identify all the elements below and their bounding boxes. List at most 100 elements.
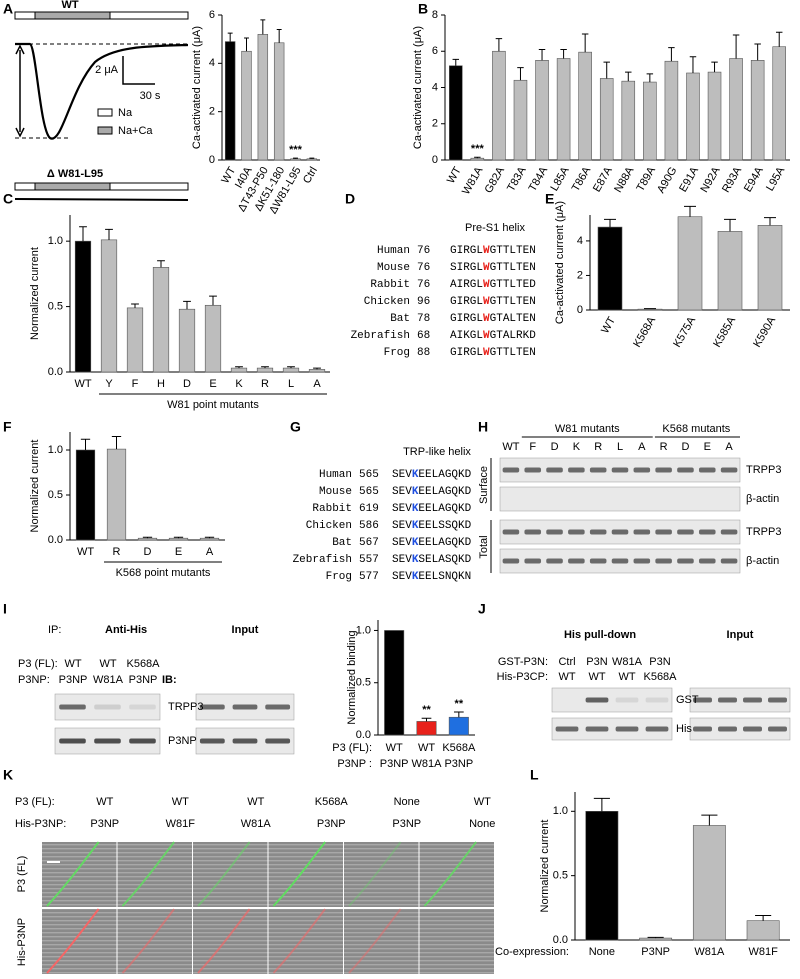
blot-title: His pull-down bbox=[564, 629, 636, 641]
group-label: K568 point mutants bbox=[116, 567, 211, 579]
error-bar bbox=[644, 308, 656, 310]
y-tick-label: 4 bbox=[209, 57, 215, 69]
band bbox=[611, 529, 629, 535]
bar bbox=[585, 811, 619, 941]
row-label: TRPP3 bbox=[746, 526, 781, 538]
bar bbox=[470, 157, 485, 161]
x-tick-label: K568A bbox=[442, 742, 476, 754]
axis bbox=[221, 15, 320, 161]
error-bar bbox=[604, 218, 616, 228]
band bbox=[502, 529, 520, 535]
band bbox=[199, 704, 225, 710]
x-tick-label: A bbox=[206, 546, 214, 558]
membrane-signal bbox=[348, 908, 402, 974]
error-bar bbox=[593, 797, 610, 812]
membrane-signal bbox=[46, 841, 100, 907]
bar bbox=[639, 937, 673, 941]
highlight-residue: W bbox=[483, 245, 490, 257]
bar bbox=[224, 41, 236, 161]
x-tick-label: R bbox=[261, 378, 269, 390]
error-bar bbox=[260, 19, 266, 35]
band bbox=[94, 738, 121, 744]
band bbox=[502, 558, 520, 564]
bar bbox=[757, 225, 783, 311]
error-bar bbox=[603, 61, 610, 79]
y-tick-label: 1.0 bbox=[48, 444, 63, 456]
error-bar bbox=[157, 260, 165, 268]
y-tick-label: 0.0 bbox=[553, 934, 568, 946]
bar bbox=[449, 65, 463, 161]
x-tick-label: K590A bbox=[751, 314, 778, 349]
bar bbox=[126, 307, 144, 373]
row-label: GST bbox=[676, 694, 699, 706]
row-label: P3 (FL) bbox=[16, 856, 28, 893]
lane-label: P3NP bbox=[90, 818, 119, 830]
x-tick-label: Ctrl bbox=[301, 165, 320, 186]
y-axis-label: Ca-activated current (μA) bbox=[412, 26, 424, 149]
error-bar bbox=[105, 228, 113, 240]
row-label: TRPP3 bbox=[746, 464, 781, 476]
band bbox=[546, 558, 563, 564]
lane-label: WT bbox=[502, 441, 519, 453]
sequence: SIRGLWGTTLTEN bbox=[450, 262, 536, 274]
x-tick-label: D bbox=[144, 546, 152, 558]
species: Rabbit bbox=[312, 503, 352, 515]
bar bbox=[75, 449, 96, 541]
sequence-part: SEV bbox=[392, 520, 412, 532]
bar bbox=[621, 80, 636, 161]
band bbox=[743, 726, 762, 732]
row-label: His-P3NP bbox=[16, 918, 28, 966]
band bbox=[698, 467, 716, 473]
x-tick-label: Y bbox=[105, 378, 113, 390]
x-tick-label: L bbox=[288, 378, 294, 390]
band bbox=[589, 529, 607, 535]
lane-label: D bbox=[551, 441, 559, 453]
trace-label: WT bbox=[61, 0, 78, 11]
error-bar bbox=[755, 915, 772, 921]
error-bar bbox=[474, 156, 481, 159]
current-trace bbox=[14, 198, 189, 201]
blot bbox=[551, 687, 673, 713]
micrograph bbox=[193, 909, 268, 974]
band bbox=[232, 738, 258, 744]
highlight-residue: W bbox=[483, 279, 490, 291]
x-tick-label: H bbox=[157, 378, 165, 390]
y-tick-label: 6 bbox=[209, 9, 215, 21]
panel-label: G bbox=[290, 419, 301, 435]
row-name: P3NP: bbox=[18, 674, 50, 686]
lane-label: W81A bbox=[612, 656, 643, 668]
band bbox=[265, 738, 291, 744]
sequence-part: AIRGL bbox=[450, 279, 483, 291]
highlight-residue: W bbox=[483, 347, 490, 359]
scale-y-label: 2 μA bbox=[95, 64, 119, 76]
highlight-residue: K bbox=[412, 571, 419, 583]
error-bar bbox=[711, 61, 718, 73]
band bbox=[129, 738, 156, 744]
y-tick-label: 2 bbox=[209, 106, 215, 118]
species: Bat bbox=[332, 537, 352, 549]
x-tick-label: P3NP bbox=[444, 758, 473, 770]
species: Frog bbox=[326, 571, 352, 583]
x-tick-label: WT bbox=[445, 165, 464, 186]
highlight-residue: K bbox=[412, 554, 419, 566]
band bbox=[568, 467, 585, 473]
x-tick-label: T86A bbox=[570, 164, 594, 193]
bar bbox=[772, 46, 786, 161]
band bbox=[743, 697, 762, 703]
lane-label: WT bbox=[247, 796, 264, 808]
bar bbox=[204, 304, 222, 373]
error-bar bbox=[79, 226, 87, 242]
error-bar bbox=[646, 73, 654, 83]
x-tick-label: E94A bbox=[742, 164, 766, 194]
bar bbox=[578, 51, 592, 161]
x-tick-label: WT bbox=[74, 378, 91, 390]
band bbox=[615, 697, 639, 703]
sequence: GIRGLWGTTLTEN bbox=[450, 347, 536, 359]
row-name: P3NP : bbox=[337, 758, 372, 770]
y-tick-label: 0 bbox=[209, 154, 215, 166]
y-tick-label: 1.0 bbox=[553, 805, 568, 817]
lane-label: W81A bbox=[241, 818, 272, 830]
x-tick-label: T83A bbox=[505, 164, 529, 193]
position: 88 bbox=[417, 347, 430, 359]
band bbox=[645, 697, 669, 703]
